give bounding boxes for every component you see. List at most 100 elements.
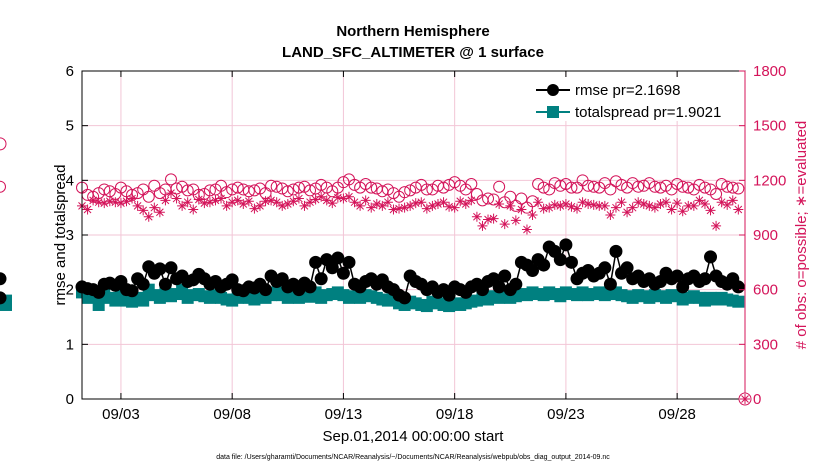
evaluated-obs-point (444, 201, 455, 212)
evaluated-obs-point (321, 195, 332, 206)
rmse-point (309, 255, 323, 269)
possible-obs-point (270, 180, 283, 193)
possible-obs-point (565, 181, 578, 194)
evaluated-obs-point (599, 200, 610, 211)
evaluated-obs-point (293, 193, 304, 204)
rmse-point (731, 280, 745, 294)
rmse-point (620, 261, 634, 275)
rmse-point (314, 272, 328, 286)
evaluated-obs-point (527, 209, 538, 220)
evaluated-obs-point (688, 200, 699, 211)
evaluated-obs-point (488, 213, 499, 224)
rmse-point (670, 269, 684, 283)
possible-obs-point (493, 180, 506, 193)
possible-obs-point (220, 186, 233, 199)
y-axis-ticks: 0 1 2 3 4 5 6 (66, 63, 88, 408)
evaluated-obs-point (282, 199, 293, 210)
evaluated-obs-point (305, 197, 316, 208)
possible-obs-point (265, 179, 278, 192)
evaluated-obs-point (588, 199, 599, 210)
evaluated-obs-point (699, 199, 710, 210)
rmse-point (325, 261, 339, 275)
evaluated-obs-point (249, 203, 260, 214)
evaluated-obs-point (154, 207, 165, 218)
evaluated-obs-point (405, 200, 416, 211)
evaluated-obs-point (182, 197, 193, 208)
evaluated-obs-point (566, 201, 577, 212)
possible-obs-point (0, 137, 7, 151)
rmse-point (164, 261, 178, 275)
x-tick-label: 09/28 (658, 406, 696, 423)
evaluated-obs-point (455, 196, 466, 207)
possible-obs-point (537, 181, 550, 194)
rmse-point (698, 272, 712, 286)
rmse-point (603, 277, 617, 291)
evaluated-obs-point (521, 224, 532, 235)
evaluated-obs-point (332, 192, 343, 203)
x-tick-label: 09/08 (213, 406, 251, 423)
evaluated-obs-point (188, 204, 199, 215)
evaluated-obs-point (705, 205, 716, 216)
evaluated-obs-point (199, 198, 210, 209)
right-axis-ticks: 0 300 600 900 1200 1500 1800 (739, 63, 786, 408)
rmse-point (136, 277, 150, 291)
legend: rmse pr=2.1698 totalspread pr=1.9021 (532, 77, 737, 121)
evaluated-obs-point (533, 197, 544, 208)
possible-obs-point (337, 176, 350, 189)
rmse-point (559, 238, 573, 252)
possible-obs-point (231, 181, 244, 194)
legend-rmse-label: rmse pr=2.1698 (575, 82, 680, 99)
evaluated-obs-point (438, 197, 449, 208)
possible-obs-point (732, 182, 745, 195)
possible-obs-point (98, 183, 111, 196)
evaluated-obs-point (483, 214, 494, 225)
rmse-point (225, 273, 239, 287)
rmse-point (303, 280, 317, 294)
evaluated-obs-point (121, 196, 132, 207)
evaluated-obs-point (227, 197, 238, 208)
right-tick-label: 600 (753, 282, 778, 299)
evaluated-obs-point (572, 203, 583, 214)
grid (82, 71, 745, 399)
evaluated-obs-point (366, 202, 377, 213)
evaluated-obs-point (288, 196, 299, 207)
y-tick-label: 6 (66, 63, 74, 80)
x-tick-label: 09/23 (547, 406, 585, 423)
rmse-point (492, 280, 506, 294)
evaluated-obs-point (193, 194, 204, 205)
rmse-point (704, 250, 718, 264)
evaluated-obs-point (432, 199, 443, 210)
rmse-point (125, 284, 139, 298)
evaluated-obs-point (138, 205, 149, 216)
rmse-point (342, 255, 356, 269)
possible-obs-point (315, 178, 328, 191)
possible-obs-point (0, 180, 6, 193)
y-tick-label: 2 (66, 282, 74, 299)
evaluated-obs-point (388, 204, 399, 215)
x-tick-label: 09/18 (436, 406, 474, 423)
zero-marker-asterisk (740, 394, 750, 404)
evaluated-obs-point (727, 195, 738, 206)
possible-obs-point (632, 180, 645, 193)
possible-obs-point (292, 181, 305, 194)
rmse-point (398, 291, 412, 305)
evaluated-obs-point (499, 219, 510, 230)
evaluated-obs-point (327, 198, 338, 209)
evaluated-obs-point (104, 196, 115, 207)
evaluated-obs-point (277, 200, 288, 211)
evaluated-obs-point (165, 188, 176, 199)
evaluated-obs-point (93, 197, 104, 208)
x-axis-label: Sep.01,2014 00:00:00 start (323, 428, 505, 445)
evaluated-obs-point (516, 204, 527, 215)
evaluated-obs-point (110, 197, 121, 208)
rmse-point (553, 253, 567, 267)
evaluated-obs-point (471, 211, 482, 222)
y-tick-label: 3 (66, 227, 74, 244)
evaluated-obs-point (616, 197, 627, 208)
possible-obs-point (587, 180, 600, 193)
evaluated-obs-point (210, 195, 221, 206)
chart-subtitle: LAND_SFC_ALTIMETER @ 1 surface (282, 44, 544, 61)
possible-obs-point (726, 181, 739, 194)
right-axis-zero-marker (738, 392, 752, 406)
